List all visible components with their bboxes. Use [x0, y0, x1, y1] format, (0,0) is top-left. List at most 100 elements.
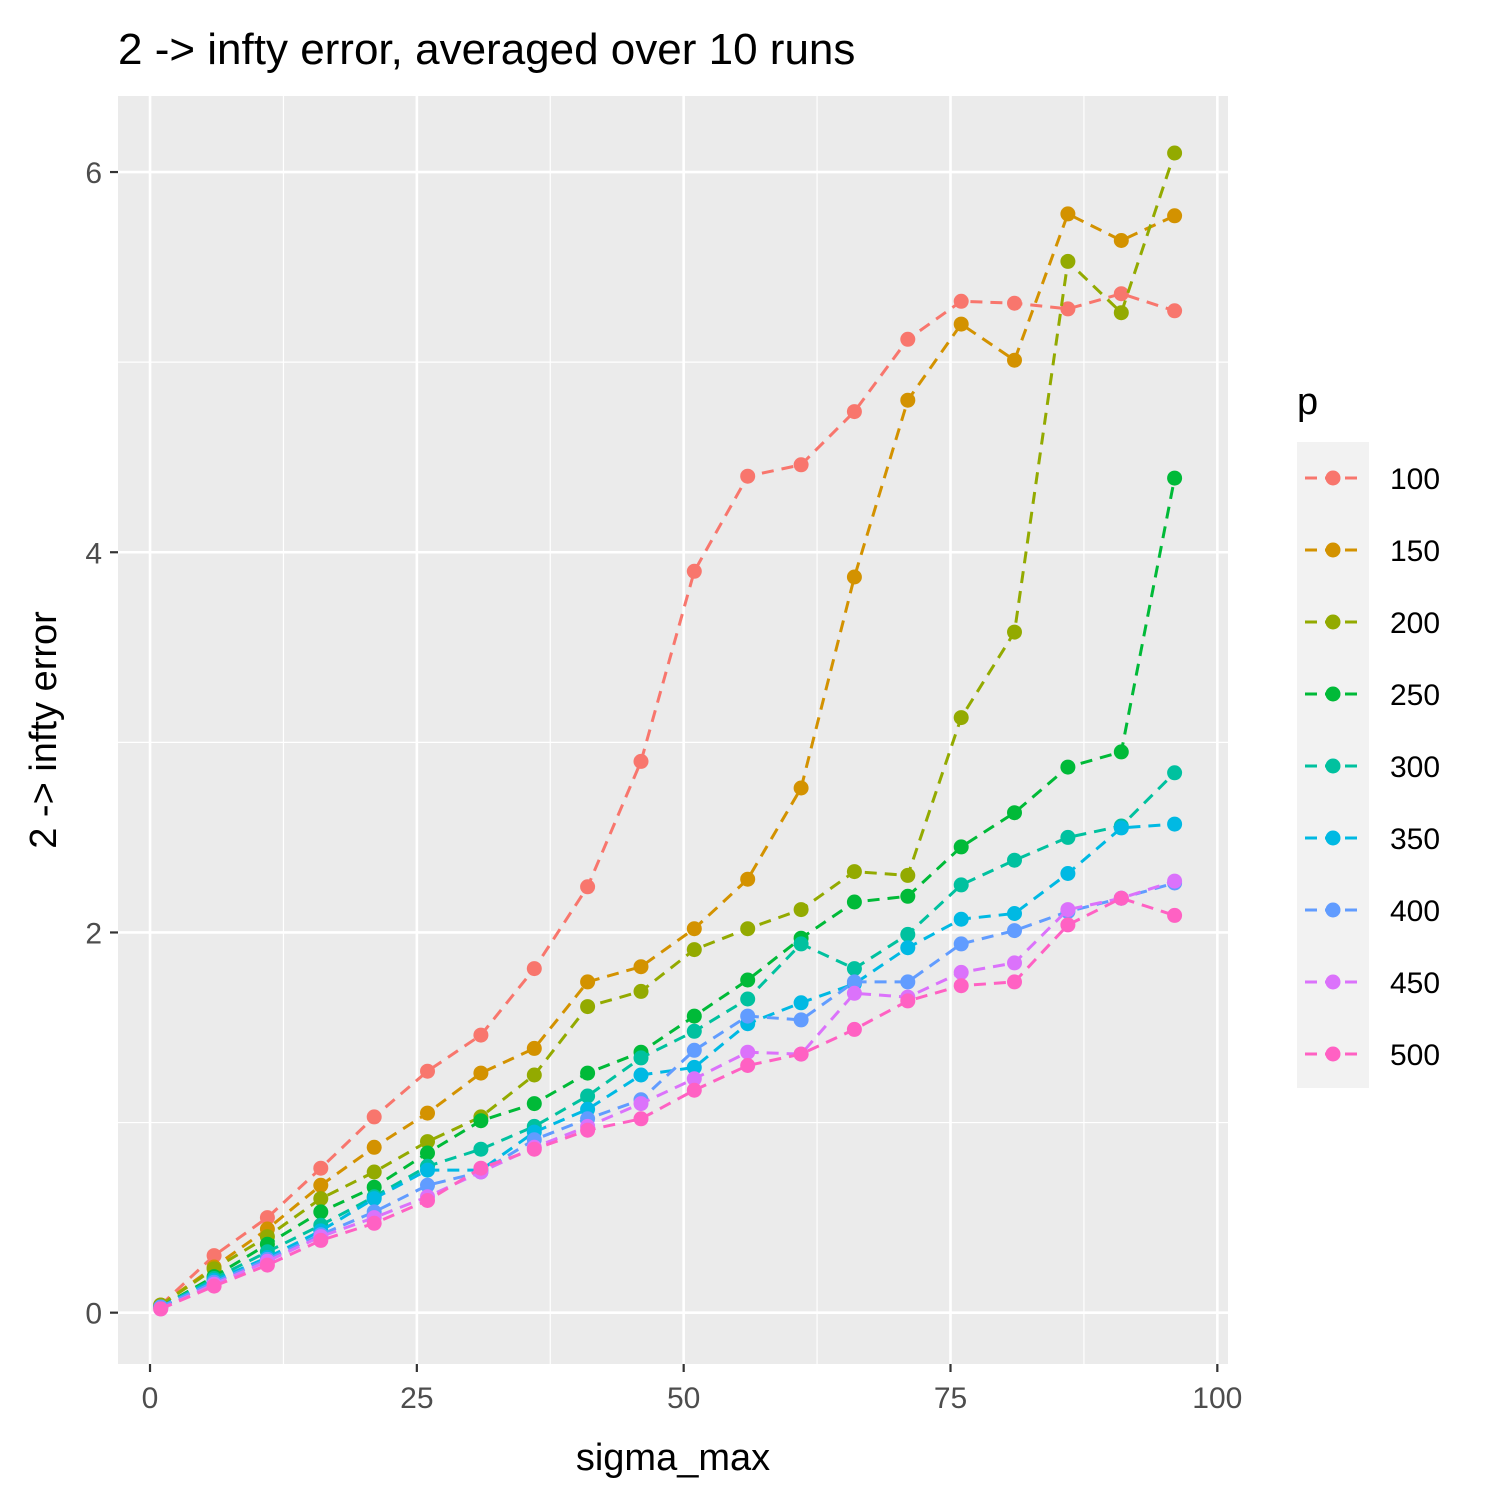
legend-label-300: 300 — [1390, 751, 1440, 784]
series-line-200 — [159, 152, 1177, 1307]
point-100-66 — [846, 404, 862, 420]
point-200-56 — [740, 921, 756, 937]
point-350-46 — [633, 1067, 649, 1083]
point-250-86 — [1060, 759, 1076, 775]
x-tick-label-2: 50 — [667, 1382, 700, 1415]
legend-item-300: 300 — [1305, 751, 1440, 784]
legend-item-250: 250 — [1305, 679, 1440, 712]
plot-panel — [118, 96, 1228, 1364]
legend-key-point-500 — [1325, 1046, 1341, 1062]
point-450-51 — [686, 1071, 702, 1087]
point-500-91 — [1113, 890, 1129, 906]
point-100-21 — [366, 1109, 382, 1125]
point-100-6 — [206, 1248, 222, 1264]
legend-key-point-150 — [1325, 542, 1341, 558]
point-100-61 — [793, 457, 809, 473]
point-250-26 — [420, 1145, 435, 1161]
point-100-16 — [313, 1160, 329, 1176]
x-tick-label-0: 0 — [142, 1382, 159, 1415]
point-500-6 — [206, 1278, 222, 1294]
point-500-36 — [526, 1141, 542, 1157]
point-450-46 — [633, 1096, 649, 1112]
point-300-96 — [1167, 765, 1183, 781]
point-100-91 — [1113, 286, 1129, 302]
legend-item-100: 100 — [1305, 463, 1440, 496]
point-150-16 — [313, 1177, 329, 1193]
legend-label-200: 200 — [1390, 607, 1440, 640]
point-400-56 — [740, 1008, 756, 1024]
point-100-11 — [259, 1210, 275, 1226]
point-300-66 — [846, 961, 862, 977]
legend-key-point-250 — [1325, 686, 1341, 702]
y-axis: 0 2 4 6 — [85, 157, 118, 1331]
point-100-31 — [473, 1027, 489, 1043]
point-150-71 — [900, 392, 916, 408]
series-line-400 — [160, 881, 1176, 1309]
legend-label-250: 250 — [1390, 679, 1440, 712]
point-100-96 — [1167, 303, 1183, 319]
point-200-66 — [846, 864, 862, 880]
point-500-21 — [366, 1215, 382, 1231]
point-350-21 — [366, 1191, 382, 1207]
point-100-86 — [1060, 301, 1076, 317]
point-500-66 — [846, 1021, 862, 1037]
series-500 — [153, 890, 1183, 1317]
point-250-51 — [686, 1008, 702, 1024]
point-400-51 — [686, 1042, 702, 1058]
legend-label-400: 400 — [1390, 895, 1440, 928]
point-100-56 — [740, 468, 756, 484]
point-200-81 — [1007, 624, 1022, 640]
point-450-76 — [953, 964, 969, 980]
point-350-26 — [420, 1162, 435, 1178]
point-250-16 — [313, 1204, 329, 1220]
point-200-26 — [420, 1134, 435, 1150]
x-tick-label-1: 25 — [400, 1382, 433, 1415]
point-250-31 — [473, 1113, 489, 1129]
y-tick-label-1: 2 — [85, 917, 102, 950]
point-150-76 — [953, 316, 969, 332]
point-150-41 — [580, 974, 596, 990]
point-150-36 — [526, 1040, 542, 1056]
series-layer — [153, 145, 1183, 1317]
point-450-56 — [740, 1044, 756, 1060]
point-150-46 — [633, 959, 649, 975]
point-150-21 — [366, 1139, 382, 1155]
point-200-46 — [633, 983, 649, 999]
point-200-41 — [580, 999, 596, 1015]
point-500-26 — [420, 1193, 435, 1208]
legend-label-500: 500 — [1390, 1039, 1440, 1072]
legend-label-150: 150 — [1390, 535, 1440, 568]
point-400-61 — [793, 1012, 809, 1028]
x-axis: 0 25 50 75 100 — [142, 1364, 1242, 1415]
point-100-81 — [1007, 295, 1022, 311]
legend-key-point-300 — [1325, 758, 1341, 774]
point-250-71 — [900, 888, 916, 904]
point-350-76 — [953, 911, 969, 927]
point-200-36 — [526, 1067, 542, 1083]
point-200-61 — [793, 902, 809, 918]
point-500-76 — [953, 978, 969, 994]
point-300-56 — [740, 991, 756, 1007]
point-150-86 — [1060, 206, 1076, 222]
minor-gridlines — [118, 96, 1228, 1364]
point-200-71 — [900, 867, 916, 883]
point-350-51 — [686, 1059, 702, 1075]
point-150-81 — [1007, 352, 1022, 368]
legend-label-450: 450 — [1390, 967, 1440, 1000]
point-450-81 — [1007, 955, 1022, 971]
point-200-51 — [686, 942, 702, 958]
point-350-71 — [900, 940, 916, 956]
legend-item-400: 400 — [1305, 895, 1440, 928]
point-150-51 — [686, 921, 702, 937]
point-250-91 — [1113, 744, 1129, 760]
series-line-250 — [159, 477, 1177, 1309]
point-100-71 — [900, 331, 916, 347]
y-tick-label-3: 6 — [85, 157, 102, 190]
legend-key-point-350 — [1325, 830, 1341, 846]
x-tick-label-4: 100 — [1192, 1382, 1242, 1415]
point-400-76 — [953, 936, 969, 952]
point-100-36 — [526, 961, 542, 977]
legend-title: p — [1297, 381, 1318, 423]
point-500-41 — [580, 1122, 596, 1138]
